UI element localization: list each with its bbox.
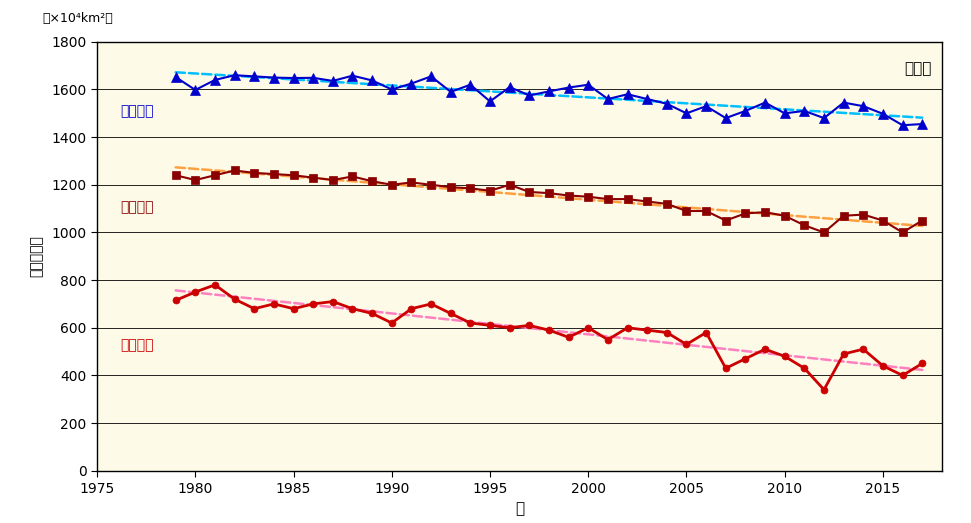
Text: 年最大値: 年最大値 <box>120 105 154 119</box>
Text: 年平均値: 年平均値 <box>120 200 154 214</box>
Text: 年最小値: 年最小値 <box>120 338 154 352</box>
Text: （×10⁴km²）: （×10⁴km²） <box>42 12 113 25</box>
Y-axis label: 海氷域面積: 海氷域面積 <box>29 235 43 277</box>
X-axis label: 年: 年 <box>515 502 524 516</box>
Text: 北極域: 北極域 <box>905 61 932 76</box>
